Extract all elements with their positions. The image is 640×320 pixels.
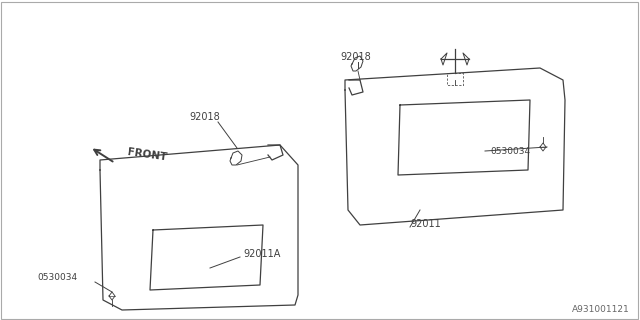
Text: A931001121: A931001121 <box>572 305 630 314</box>
Text: 92011: 92011 <box>410 219 441 229</box>
Text: 92018: 92018 <box>189 112 220 122</box>
Text: 0530034: 0530034 <box>37 274 77 283</box>
Text: 92018: 92018 <box>340 52 371 62</box>
Text: 0530034: 0530034 <box>490 147 530 156</box>
Text: 92011A: 92011A <box>243 249 280 259</box>
Text: FRONT: FRONT <box>127 147 168 163</box>
